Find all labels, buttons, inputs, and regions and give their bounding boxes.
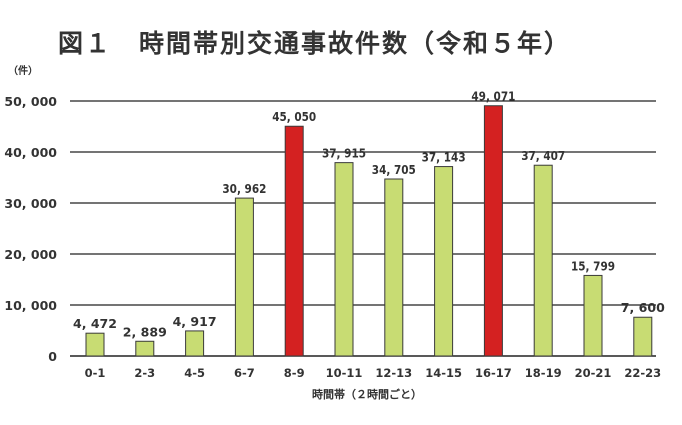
y-tick-label: 50, 000 bbox=[4, 94, 57, 109]
value-label: 4, 472 bbox=[73, 317, 117, 331]
x-tick-label: 8-9 bbox=[284, 366, 305, 380]
x-tick-label: 10-11 bbox=[326, 366, 363, 380]
bar-18-19 bbox=[533, 164, 553, 357]
x-tick-label: 20-21 bbox=[575, 366, 612, 380]
value-label: 37, 407 bbox=[521, 149, 565, 163]
y-tick-label: 30, 000 bbox=[4, 196, 57, 211]
chart-title: 図１ 時間帯別交通事故件数（令和５年） bbox=[58, 29, 572, 58]
bar-2-3 bbox=[135, 340, 155, 357]
value-label: 49, 071 bbox=[471, 90, 515, 104]
bars bbox=[85, 105, 653, 357]
x-tick-label: 18-19 bbox=[525, 366, 562, 380]
bar-14-15 bbox=[434, 166, 454, 357]
value-label: 15, 799 bbox=[571, 259, 615, 273]
value-label: 45, 050 bbox=[272, 110, 316, 124]
labels: （件） 0 10, 000 20, 000 30, 000 40, 000 50, 000 4… bbox=[4, 64, 664, 401]
x-tick-label: 22-23 bbox=[624, 366, 661, 380]
value-label: 37, 915 bbox=[322, 147, 366, 161]
value-label: 7, 600 bbox=[621, 301, 665, 315]
bar-20-21 bbox=[583, 274, 603, 357]
bar-16-17 bbox=[483, 105, 503, 357]
y-tick-label: 10, 000 bbox=[4, 298, 57, 313]
x-tick-label: 4-5 bbox=[184, 366, 205, 380]
x-tick-label: 0-1 bbox=[85, 366, 106, 380]
y-tick-label: 40, 000 bbox=[4, 145, 57, 160]
x-axis-label: 時間帯（２時間ごと） bbox=[312, 387, 422, 401]
bar-6-7 bbox=[234, 197, 254, 357]
y-tick-label: 20, 000 bbox=[4, 247, 57, 262]
gridlines bbox=[70, 100, 656, 357]
x-tick-label: 2-3 bbox=[134, 366, 155, 380]
x-tick-label: 16-17 bbox=[475, 366, 512, 380]
bar-22-23 bbox=[633, 316, 653, 357]
value-label: 37, 143 bbox=[422, 151, 466, 165]
value-label: 34, 705 bbox=[372, 163, 416, 177]
bar-4-5 bbox=[185, 330, 205, 357]
value-label: 30, 962 bbox=[222, 182, 266, 196]
value-label: 4, 917 bbox=[173, 315, 217, 329]
bar-12-13 bbox=[384, 178, 404, 357]
bar-0-1 bbox=[85, 332, 105, 357]
x-tick-label: 6-7 bbox=[234, 366, 255, 380]
bar-8-9 bbox=[284, 125, 304, 357]
y-tick-label: 0 bbox=[48, 349, 57, 364]
y-axis-unit: （件） bbox=[8, 64, 38, 77]
x-tick-label: 12-13 bbox=[375, 366, 412, 380]
x-tick-label: 14-15 bbox=[425, 366, 462, 380]
bar-10-11 bbox=[334, 162, 354, 357]
value-label: 2, 889 bbox=[123, 325, 167, 339]
